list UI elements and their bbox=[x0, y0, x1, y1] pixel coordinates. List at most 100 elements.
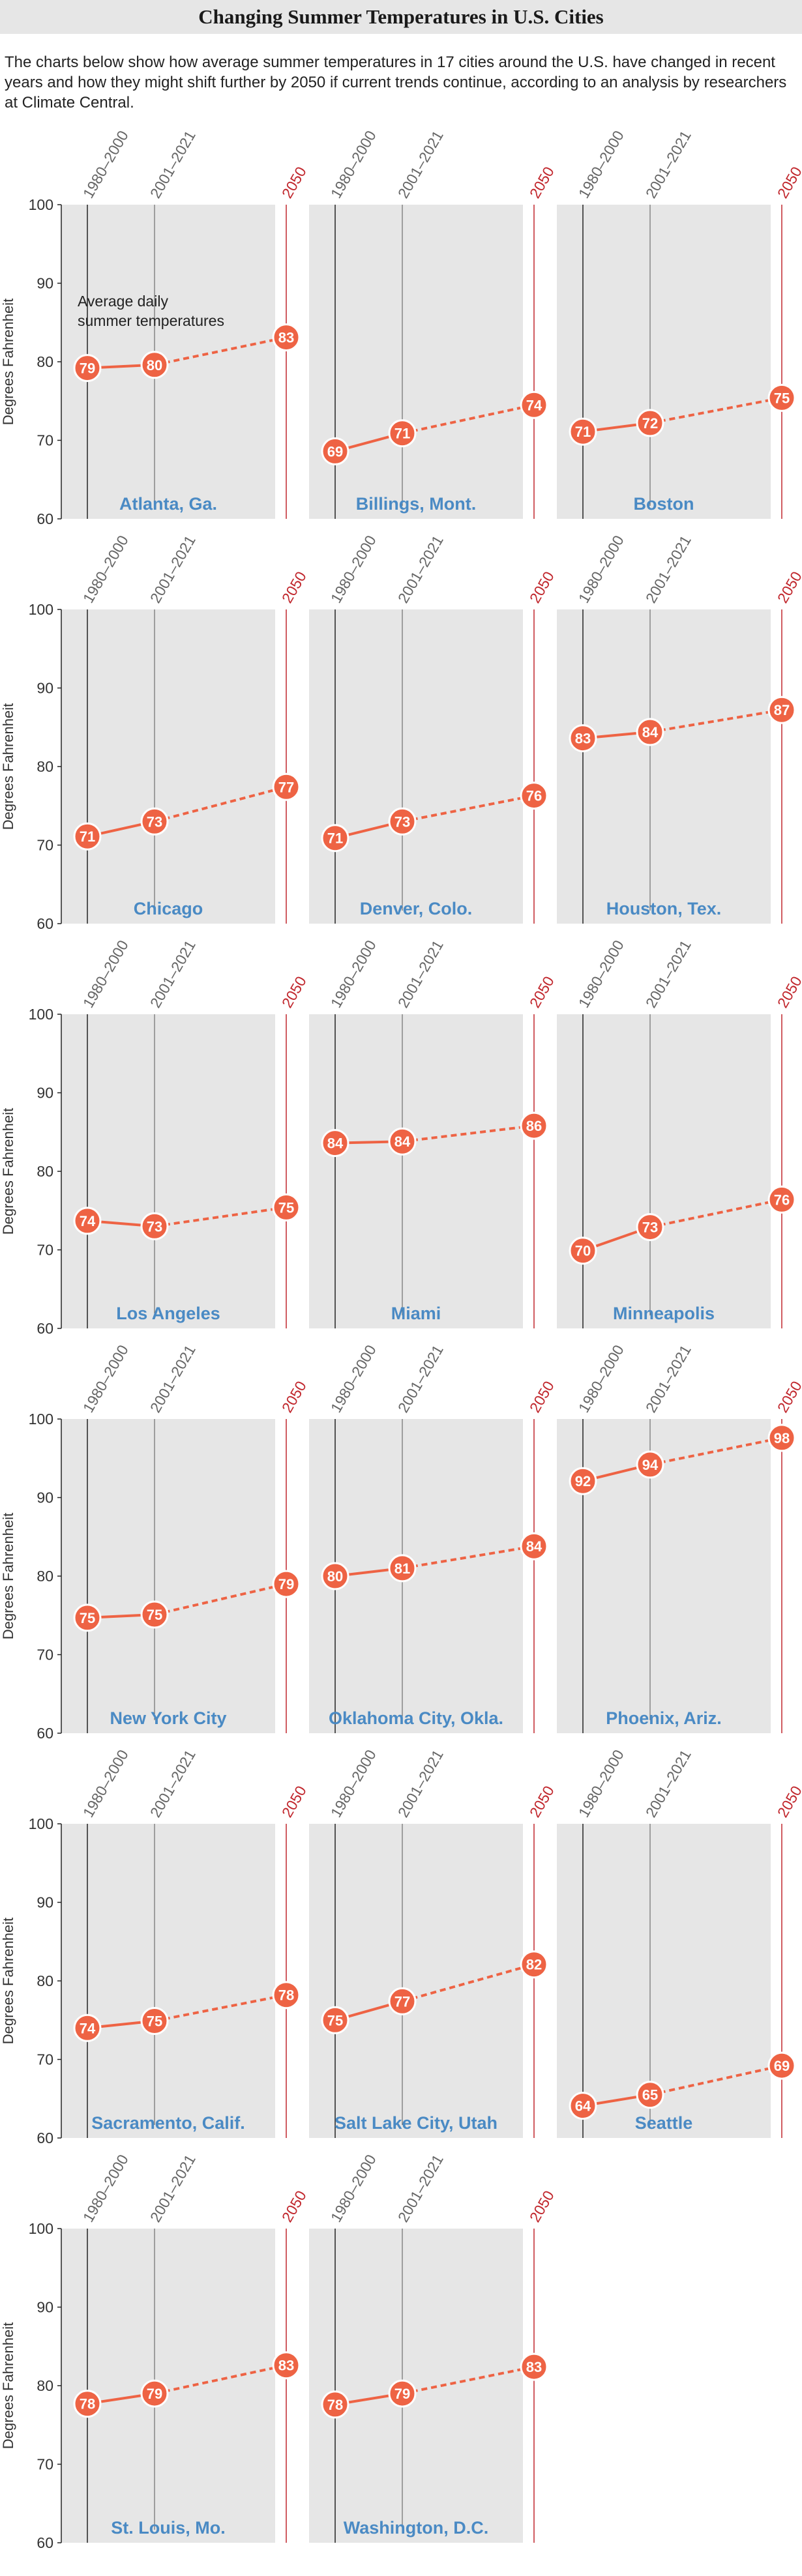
period-label: 2001–2021 bbox=[147, 937, 199, 1011]
y-tick-label: 100 bbox=[29, 601, 53, 618]
data-label: 73 bbox=[147, 1218, 162, 1235]
data-label: 71 bbox=[327, 830, 343, 847]
data-label: 83 bbox=[278, 2358, 294, 2374]
city-label: Miami bbox=[391, 1304, 441, 1323]
y-axis-label: Degrees Fahrenheit bbox=[0, 1918, 16, 2044]
data-label: 73 bbox=[394, 813, 410, 830]
y-tick-label: 100 bbox=[29, 1006, 53, 1023]
data-point bbox=[520, 2352, 548, 2381]
data-label: 71 bbox=[80, 828, 95, 845]
period-label: 1980–2000 bbox=[575, 937, 627, 1011]
data-label: 86 bbox=[526, 1118, 542, 1134]
data-point bbox=[636, 718, 664, 746]
city-label: Houston, Tex. bbox=[606, 899, 722, 918]
data-label: 73 bbox=[147, 813, 162, 830]
y-tick-label: 100 bbox=[29, 196, 53, 213]
data-label: 76 bbox=[526, 788, 542, 804]
period-label: 2050 bbox=[526, 973, 557, 1010]
period-label: 1980–2000 bbox=[80, 937, 132, 1011]
projected-trend-line bbox=[402, 794, 535, 823]
period-label: 2001–2021 bbox=[642, 1747, 694, 1821]
period-label: 2001–2021 bbox=[642, 128, 694, 201]
data-label: 73 bbox=[642, 1220, 658, 1236]
chart-panel bbox=[309, 205, 523, 519]
data-label: 79 bbox=[394, 2386, 410, 2402]
data-label: 77 bbox=[278, 779, 294, 795]
data-label: 92 bbox=[575, 1473, 591, 1489]
period-label: 2050 bbox=[774, 1378, 802, 1415]
period-label: 2001–2021 bbox=[147, 1747, 199, 1821]
period-label: 2050 bbox=[278, 1783, 310, 1820]
y-tick-label: 60 bbox=[37, 1320, 53, 1337]
data-label: 75 bbox=[80, 1610, 95, 1626]
projected-trend-line bbox=[402, 403, 535, 435]
data-point bbox=[140, 351, 169, 379]
y-tick-label: 70 bbox=[37, 2051, 53, 2068]
projected-trend-line bbox=[154, 1993, 287, 2023]
data-point bbox=[767, 383, 796, 412]
period-label: 2001–2021 bbox=[394, 2152, 447, 2225]
data-point bbox=[272, 772, 301, 801]
period-label: 2001–2021 bbox=[642, 1342, 694, 1416]
period-label: 2050 bbox=[278, 973, 310, 1010]
data-point bbox=[388, 2379, 417, 2408]
data-point bbox=[73, 1603, 102, 1632]
projected-trend-line bbox=[649, 2064, 782, 2096]
y-tick-label: 100 bbox=[29, 2220, 53, 2237]
period-label: 2050 bbox=[774, 1783, 802, 1820]
data-label: 80 bbox=[147, 357, 162, 373]
data-label: 74 bbox=[80, 1213, 96, 1229]
data-point bbox=[636, 1450, 664, 1479]
data-label: 82 bbox=[526, 1957, 542, 1973]
projected-trend-line bbox=[154, 785, 287, 823]
data-point bbox=[140, 1212, 169, 1240]
period-label: 1980–2000 bbox=[327, 937, 379, 1011]
data-label: 74 bbox=[80, 2020, 96, 2036]
period-label: 2050 bbox=[278, 164, 310, 201]
period-label: 2001–2021 bbox=[394, 1747, 447, 1821]
data-label: 72 bbox=[642, 415, 658, 432]
data-label: 84 bbox=[642, 724, 659, 740]
period-label: 2001–2021 bbox=[147, 2152, 199, 2225]
projected-trend-line bbox=[649, 709, 782, 733]
chart-panel bbox=[309, 1824, 523, 2138]
data-label: 74 bbox=[526, 397, 542, 413]
data-point bbox=[321, 1129, 349, 1158]
period-label: 1980–2000 bbox=[80, 128, 132, 201]
period-label: 1980–2000 bbox=[80, 533, 132, 606]
data-label: 84 bbox=[394, 1134, 411, 1150]
y-tick-label: 70 bbox=[37, 1242, 53, 1259]
city-label: Oklahoma City, Okla. bbox=[329, 1708, 503, 1728]
y-tick-label: 80 bbox=[37, 1568, 53, 1585]
data-label: 77 bbox=[394, 1993, 410, 2010]
period-label: 1980–2000 bbox=[575, 533, 627, 606]
period-label: 1980–2000 bbox=[327, 2152, 379, 2225]
period-label: 2001–2021 bbox=[394, 1342, 447, 1416]
data-point bbox=[321, 2006, 349, 2034]
data-label: 65 bbox=[642, 2087, 658, 2103]
y-tick-label: 90 bbox=[37, 2299, 53, 2316]
city-label: Los Angeles bbox=[116, 1304, 220, 1323]
data-label: 83 bbox=[278, 330, 294, 346]
data-point bbox=[388, 807, 417, 836]
data-point bbox=[636, 1213, 664, 1242]
period-label: 2050 bbox=[278, 568, 310, 606]
projected-trend-line bbox=[649, 1436, 782, 1466]
y-tick-label: 80 bbox=[37, 758, 53, 775]
data-point bbox=[73, 1207, 102, 1235]
y-tick-label: 90 bbox=[37, 1894, 53, 1911]
period-label: 2001–2021 bbox=[147, 128, 199, 201]
data-label: 79 bbox=[80, 360, 95, 377]
data-point bbox=[388, 1987, 417, 2015]
period-label: 2001–2021 bbox=[642, 937, 694, 1011]
data-point bbox=[140, 1600, 169, 1629]
y-tick-label: 90 bbox=[37, 1085, 53, 1102]
period-label: 2050 bbox=[526, 2188, 557, 2225]
y-tick-label: 90 bbox=[37, 275, 53, 292]
data-label: 75 bbox=[147, 2013, 162, 2030]
period-label: 1980–2000 bbox=[327, 128, 379, 201]
period-label: 1980–2000 bbox=[327, 1342, 379, 1416]
period-label: 1980–2000 bbox=[80, 1342, 132, 1416]
y-tick-label: 60 bbox=[37, 510, 53, 527]
projected-trend-line bbox=[402, 1963, 535, 2003]
